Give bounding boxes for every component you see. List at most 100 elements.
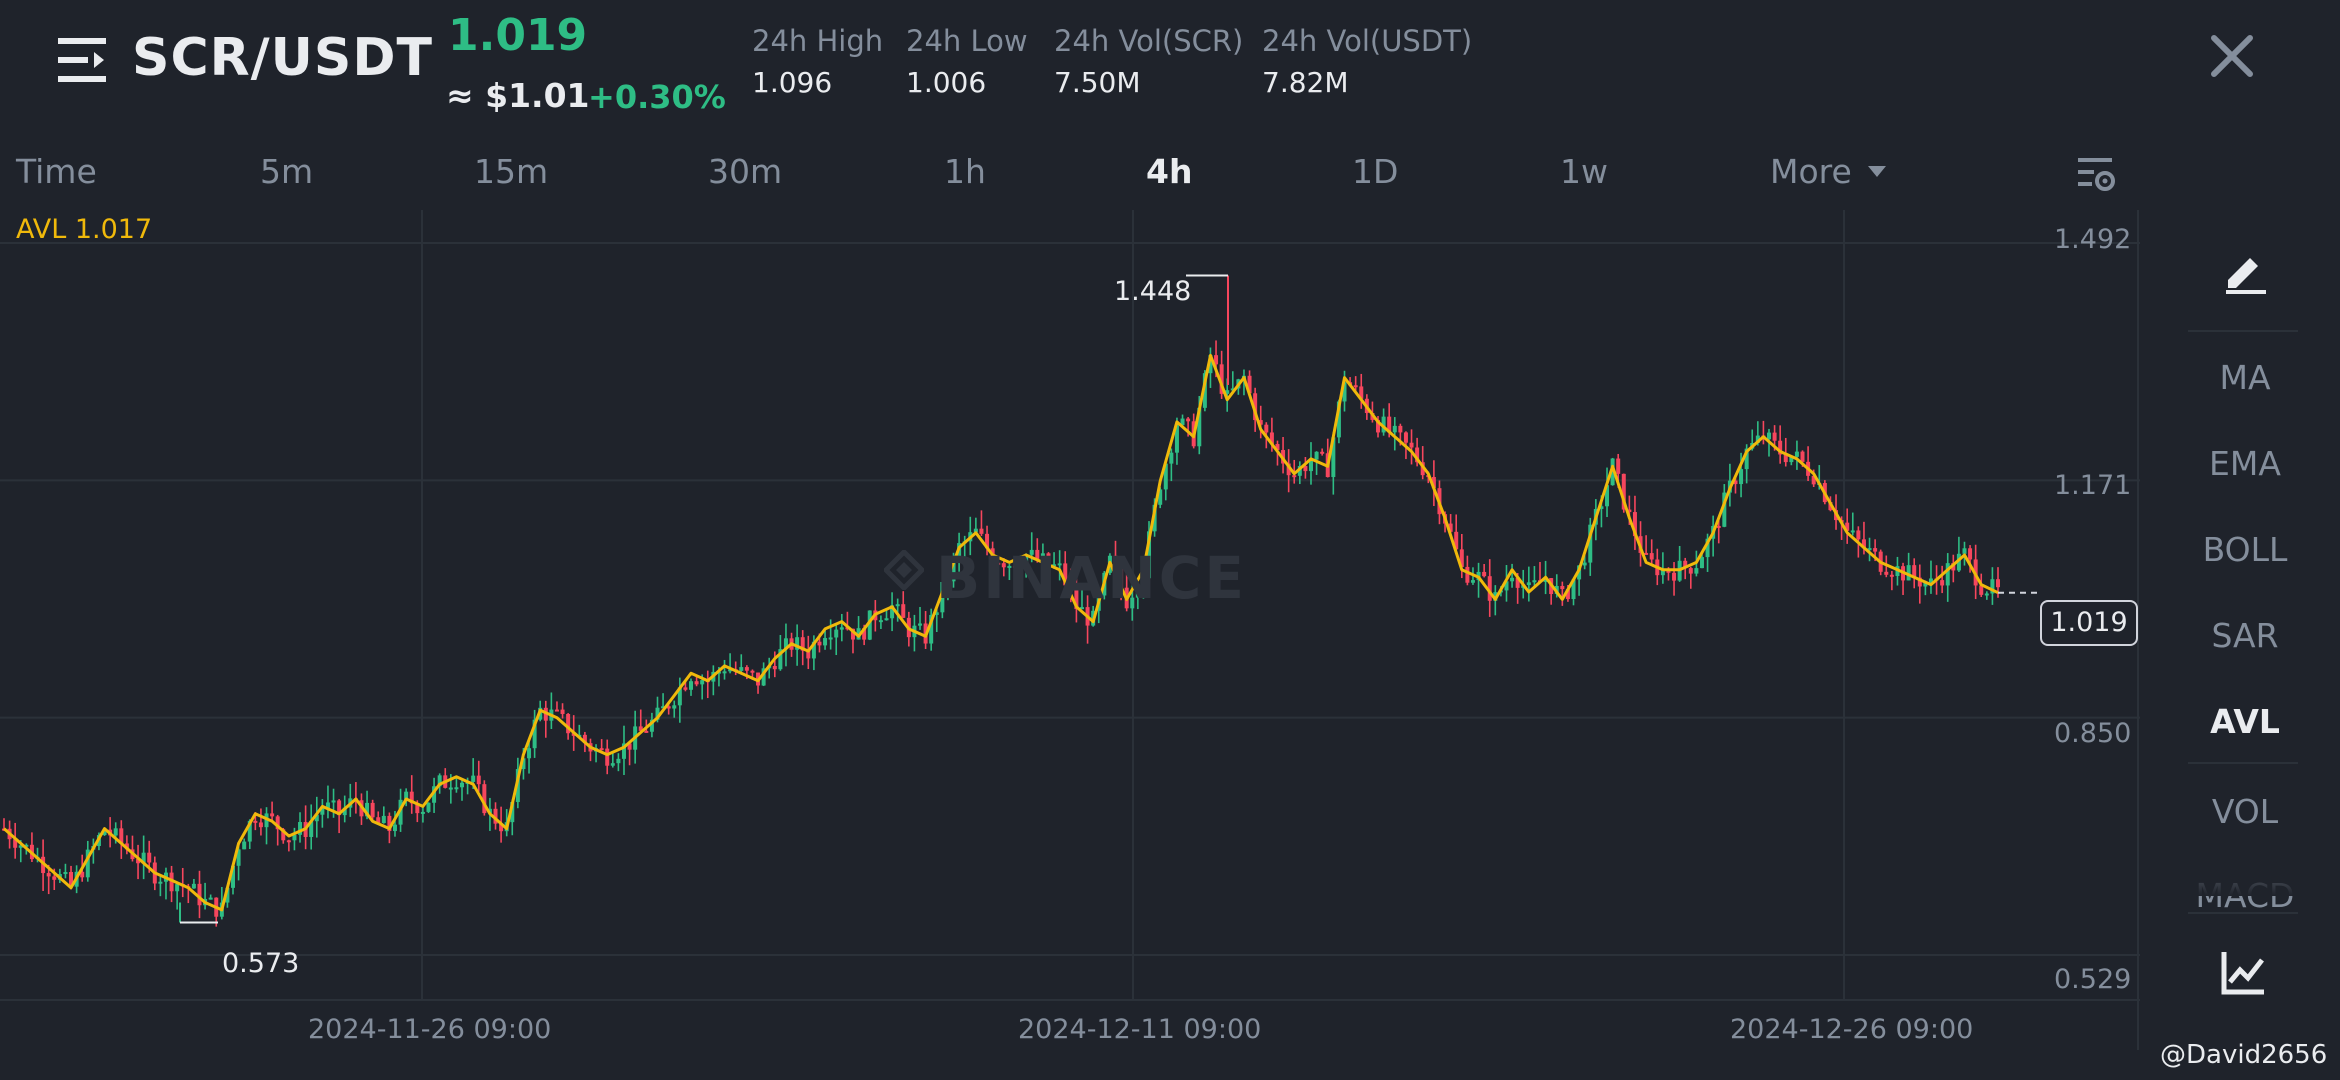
candlestick (1739, 452, 1744, 498)
watermark: BINANCE (936, 544, 1247, 612)
candlestick (599, 739, 604, 751)
candlestick (834, 625, 839, 656)
candlestick (895, 598, 900, 622)
candlestick (376, 811, 381, 824)
last-price: 1.019 (448, 10, 588, 61)
candlestick (560, 703, 565, 719)
candlestick (460, 778, 465, 801)
candlestick (918, 606, 923, 630)
candlestick (649, 712, 654, 738)
candlestick (1303, 457, 1308, 479)
x-axis-tick: 2024-12-26 09:00 (1730, 1014, 1974, 1045)
tab-15m[interactable]: 15m (474, 152, 549, 191)
candlestick (175, 882, 180, 910)
candlestick (985, 525, 990, 556)
menu-icon[interactable] (58, 36, 110, 84)
candlestick (588, 738, 593, 762)
sidebar-item-vol[interactable]: VOL (2211, 792, 2279, 831)
candlestick (689, 678, 694, 696)
current-price-tag: 1.019 (2040, 600, 2138, 646)
tab-4h[interactable]: 4h (1146, 152, 1193, 191)
tab-1h[interactable]: 1h (944, 152, 986, 191)
candlestick (739, 654, 744, 675)
candlestick (878, 615, 883, 629)
candlestick (1392, 417, 1397, 451)
sidebar-item-sar[interactable]: SAR (2211, 616, 2279, 655)
candlestick (130, 835, 135, 862)
candlestick (1649, 539, 1654, 564)
candlestick (1571, 579, 1576, 606)
y-axis-tick: 0.850 (2054, 718, 2132, 749)
candlestick (973, 517, 978, 534)
candlestick (1526, 566, 1531, 602)
candlestick (208, 894, 213, 900)
candlestick (1487, 559, 1492, 617)
tab-more[interactable]: More (1770, 152, 1852, 191)
caret-down-icon[interactable] (1868, 166, 1886, 177)
candlestick (404, 788, 409, 807)
candlestick (783, 623, 788, 667)
candlestick (1610, 457, 1615, 486)
candlestick (1783, 437, 1788, 467)
sidebar-item-ma[interactable]: MA (2219, 358, 2271, 397)
candlestick (828, 619, 833, 650)
x-axis-tick: 2024-12-11 09:00 (1018, 1014, 1262, 1045)
stat-label-24h-high: 24h High (752, 24, 884, 58)
candlestick (298, 812, 303, 843)
candlestick (1850, 512, 1855, 536)
candlestick (1968, 545, 1973, 573)
candlestick (1012, 564, 1017, 571)
candlestick (1141, 572, 1146, 599)
candlestick (1119, 557, 1124, 601)
close-icon[interactable] (2204, 28, 2260, 84)
sidebar-divider (2188, 912, 2298, 914)
candlestick (711, 665, 716, 696)
sidebar-divider (2188, 762, 2298, 764)
candlestick (554, 701, 559, 712)
candlestick (13, 822, 18, 859)
candlestick (1660, 552, 1665, 584)
candlestick (1057, 550, 1062, 581)
sidebar-item-boll[interactable]: BOLL (2202, 530, 2288, 569)
trading-pair-title[interactable]: SCR/USDT (132, 28, 433, 88)
draw-pencil-icon[interactable] (2220, 246, 2270, 296)
chart-settings-icon[interactable] (2076, 154, 2116, 194)
price-change-percent: +0.30% (588, 78, 726, 116)
candlestick (1917, 564, 1922, 604)
x-axis-tick: 2024-11-26 09:00 (308, 1014, 552, 1045)
candlestick (666, 703, 671, 715)
candlestick (1688, 566, 1693, 589)
candlestick (1158, 487, 1163, 509)
candlestick (264, 807, 269, 845)
candlestick (867, 610, 872, 641)
candlestick (180, 867, 185, 898)
tab-30m[interactable]: 30m (708, 152, 783, 191)
sidebar-item-avl[interactable]: AVL (2210, 702, 2280, 741)
candlestick (432, 777, 437, 813)
stat-label-24h-vol-usdt: 24h Vol(USDT) (1262, 24, 1473, 58)
candlestick (1532, 566, 1537, 587)
candlestick (884, 609, 889, 621)
tab-time[interactable]: Time (16, 152, 97, 191)
price-chart[interactable] (0, 210, 2140, 1050)
candlestick (1621, 473, 1626, 513)
candlestick (890, 592, 895, 632)
candlestick (292, 827, 297, 851)
candlestick (1794, 440, 1799, 470)
candlestick (320, 799, 325, 828)
candlestick (482, 780, 487, 816)
candlestick (772, 651, 777, 678)
candlestick (672, 700, 677, 718)
candlestick (1699, 553, 1704, 569)
tab-1d[interactable]: 1D (1352, 152, 1399, 191)
sidebar-item-ema[interactable]: EMA (2209, 444, 2281, 483)
tab-5m[interactable]: 5m (260, 152, 314, 191)
candlestick (1889, 571, 1894, 591)
candlestick (1867, 537, 1872, 562)
candlestick (1778, 425, 1783, 464)
tab-1w[interactable]: 1w (1560, 152, 1608, 191)
chart-type-icon[interactable] (2220, 948, 2268, 996)
candlestick (1845, 508, 1850, 544)
candlestick (236, 843, 241, 881)
candlestick (348, 783, 353, 817)
